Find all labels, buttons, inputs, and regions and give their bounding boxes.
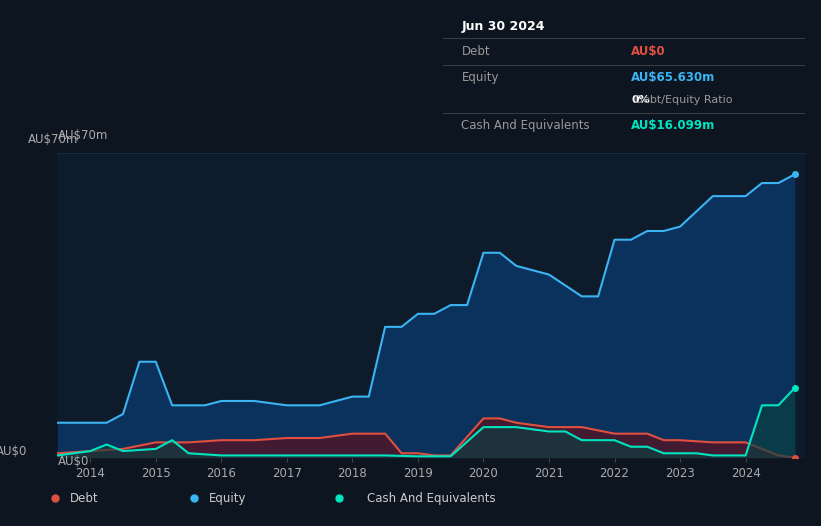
Text: AU$70m: AU$70m: [28, 134, 78, 146]
Text: Debt: Debt: [70, 492, 99, 505]
Text: AU$0: AU$0: [631, 45, 666, 58]
Text: Cash And Equivalents: Cash And Equivalents: [368, 492, 496, 505]
Text: Equity: Equity: [209, 492, 247, 505]
Text: AU$0: AU$0: [0, 444, 28, 458]
Text: AU$70m: AU$70m: [57, 129, 108, 142]
Text: AU$0: AU$0: [57, 455, 89, 468]
Text: Debt: Debt: [461, 45, 490, 58]
Text: AU$16.099m: AU$16.099m: [631, 118, 715, 132]
Text: 0%: 0%: [631, 95, 650, 105]
Text: AU$65.630m: AU$65.630m: [631, 70, 715, 84]
Text: Jun 30 2024: Jun 30 2024: [461, 20, 545, 33]
Text: Cash And Equivalents: Cash And Equivalents: [461, 118, 590, 132]
Text: Debt/Equity Ratio: Debt/Equity Ratio: [631, 95, 732, 105]
Text: Equity: Equity: [461, 70, 499, 84]
